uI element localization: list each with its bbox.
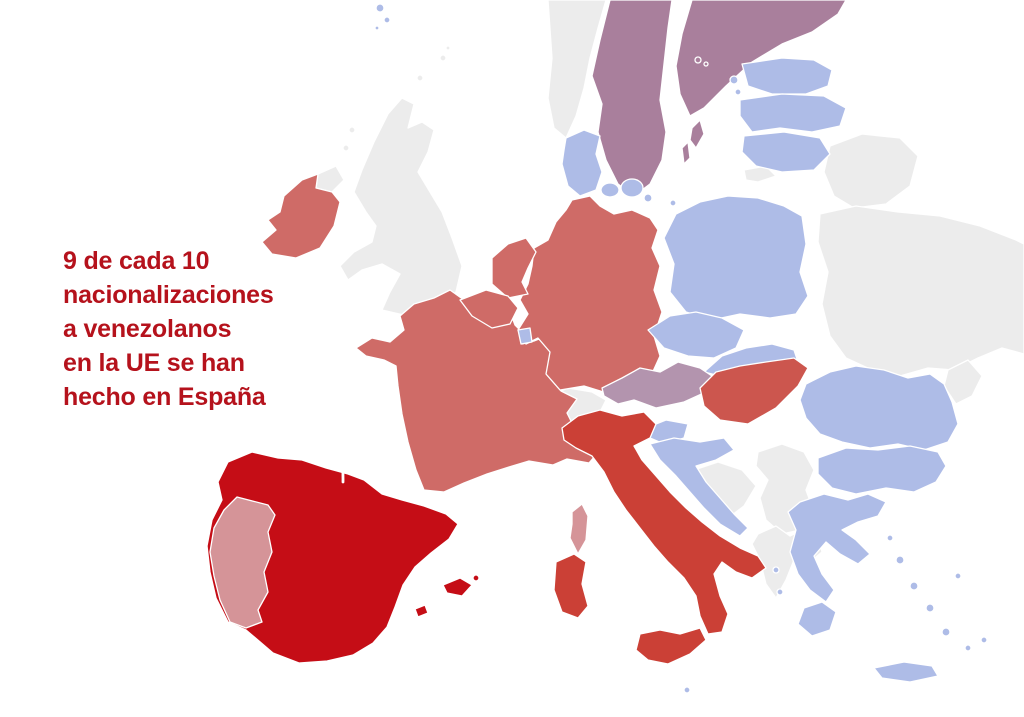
hebrides-islands: [342, 144, 350, 152]
shetland-islands: [445, 45, 451, 51]
country-italy: [553, 409, 767, 665]
lolland-island: [643, 193, 653, 203]
country-portugal: [209, 496, 276, 629]
country-estonia: [741, 57, 833, 95]
callout-line: [276, 350, 345, 484]
aegean-islands: [941, 627, 951, 637]
aegean-islands: [925, 603, 935, 613]
country-malta: [683, 686, 691, 694]
annotation-line: a venezolanos: [63, 315, 232, 343]
country-latvia: [739, 93, 847, 133]
country-norway: [547, 0, 607, 139]
faroe-islands: [374, 25, 380, 31]
country-ukraine: [817, 205, 1024, 377]
country-bulgaria: [817, 445, 947, 495]
aegean-islands: [964, 644, 972, 652]
country-ireland: [261, 173, 341, 259]
zealand-island: [620, 178, 644, 198]
aegean-islands: [895, 555, 905, 565]
country-greece: [787, 493, 939, 683]
country-lithuania: [741, 131, 831, 173]
country-hungary: [699, 357, 809, 425]
country-luxembourg: [517, 327, 533, 345]
bornholm-island: [669, 199, 677, 207]
country-poland: [663, 195, 809, 321]
ionian-islands: [776, 588, 784, 596]
faroe-islands: [375, 3, 385, 13]
country-czechia: [647, 311, 745, 359]
estonian-islands: [734, 88, 742, 96]
country-croatia: [649, 437, 749, 537]
orkney-islands: [416, 74, 424, 82]
menorca-island: [472, 574, 480, 582]
country-netherlands: [491, 237, 537, 299]
annotation-line: 9 de cada 10: [63, 247, 210, 275]
country-belgium: [459, 289, 519, 329]
annotation-line: nacionalizaciones: [63, 281, 274, 309]
estonian-islands: [729, 75, 739, 85]
annotation-text: 9 de cada 10 nacionalizaciones a venezol…: [63, 244, 274, 414]
aegean-islands: [886, 534, 894, 542]
aland-islands: [694, 56, 702, 64]
funen-island: [600, 182, 620, 198]
country-finland: [675, 0, 847, 117]
annotation-line: en la UE se han: [63, 349, 245, 377]
island-corsica: [569, 503, 589, 555]
hebrides-islands: [348, 126, 356, 134]
country-spain: [206, 451, 473, 664]
aland-islands: [703, 61, 709, 67]
aegean-islands: [909, 581, 919, 591]
faroe-islands: [383, 16, 391, 24]
aegean-islands: [980, 636, 988, 644]
country-germany: [517, 195, 663, 395]
country-denmark: [561, 129, 603, 197]
country-belarus: [823, 133, 919, 209]
shetland-islands: [439, 54, 447, 62]
ionian-islands: [772, 566, 780, 574]
annotation-line: hecho en España: [63, 383, 266, 411]
aegean-islands: [954, 572, 962, 580]
country-romania: [799, 365, 959, 451]
